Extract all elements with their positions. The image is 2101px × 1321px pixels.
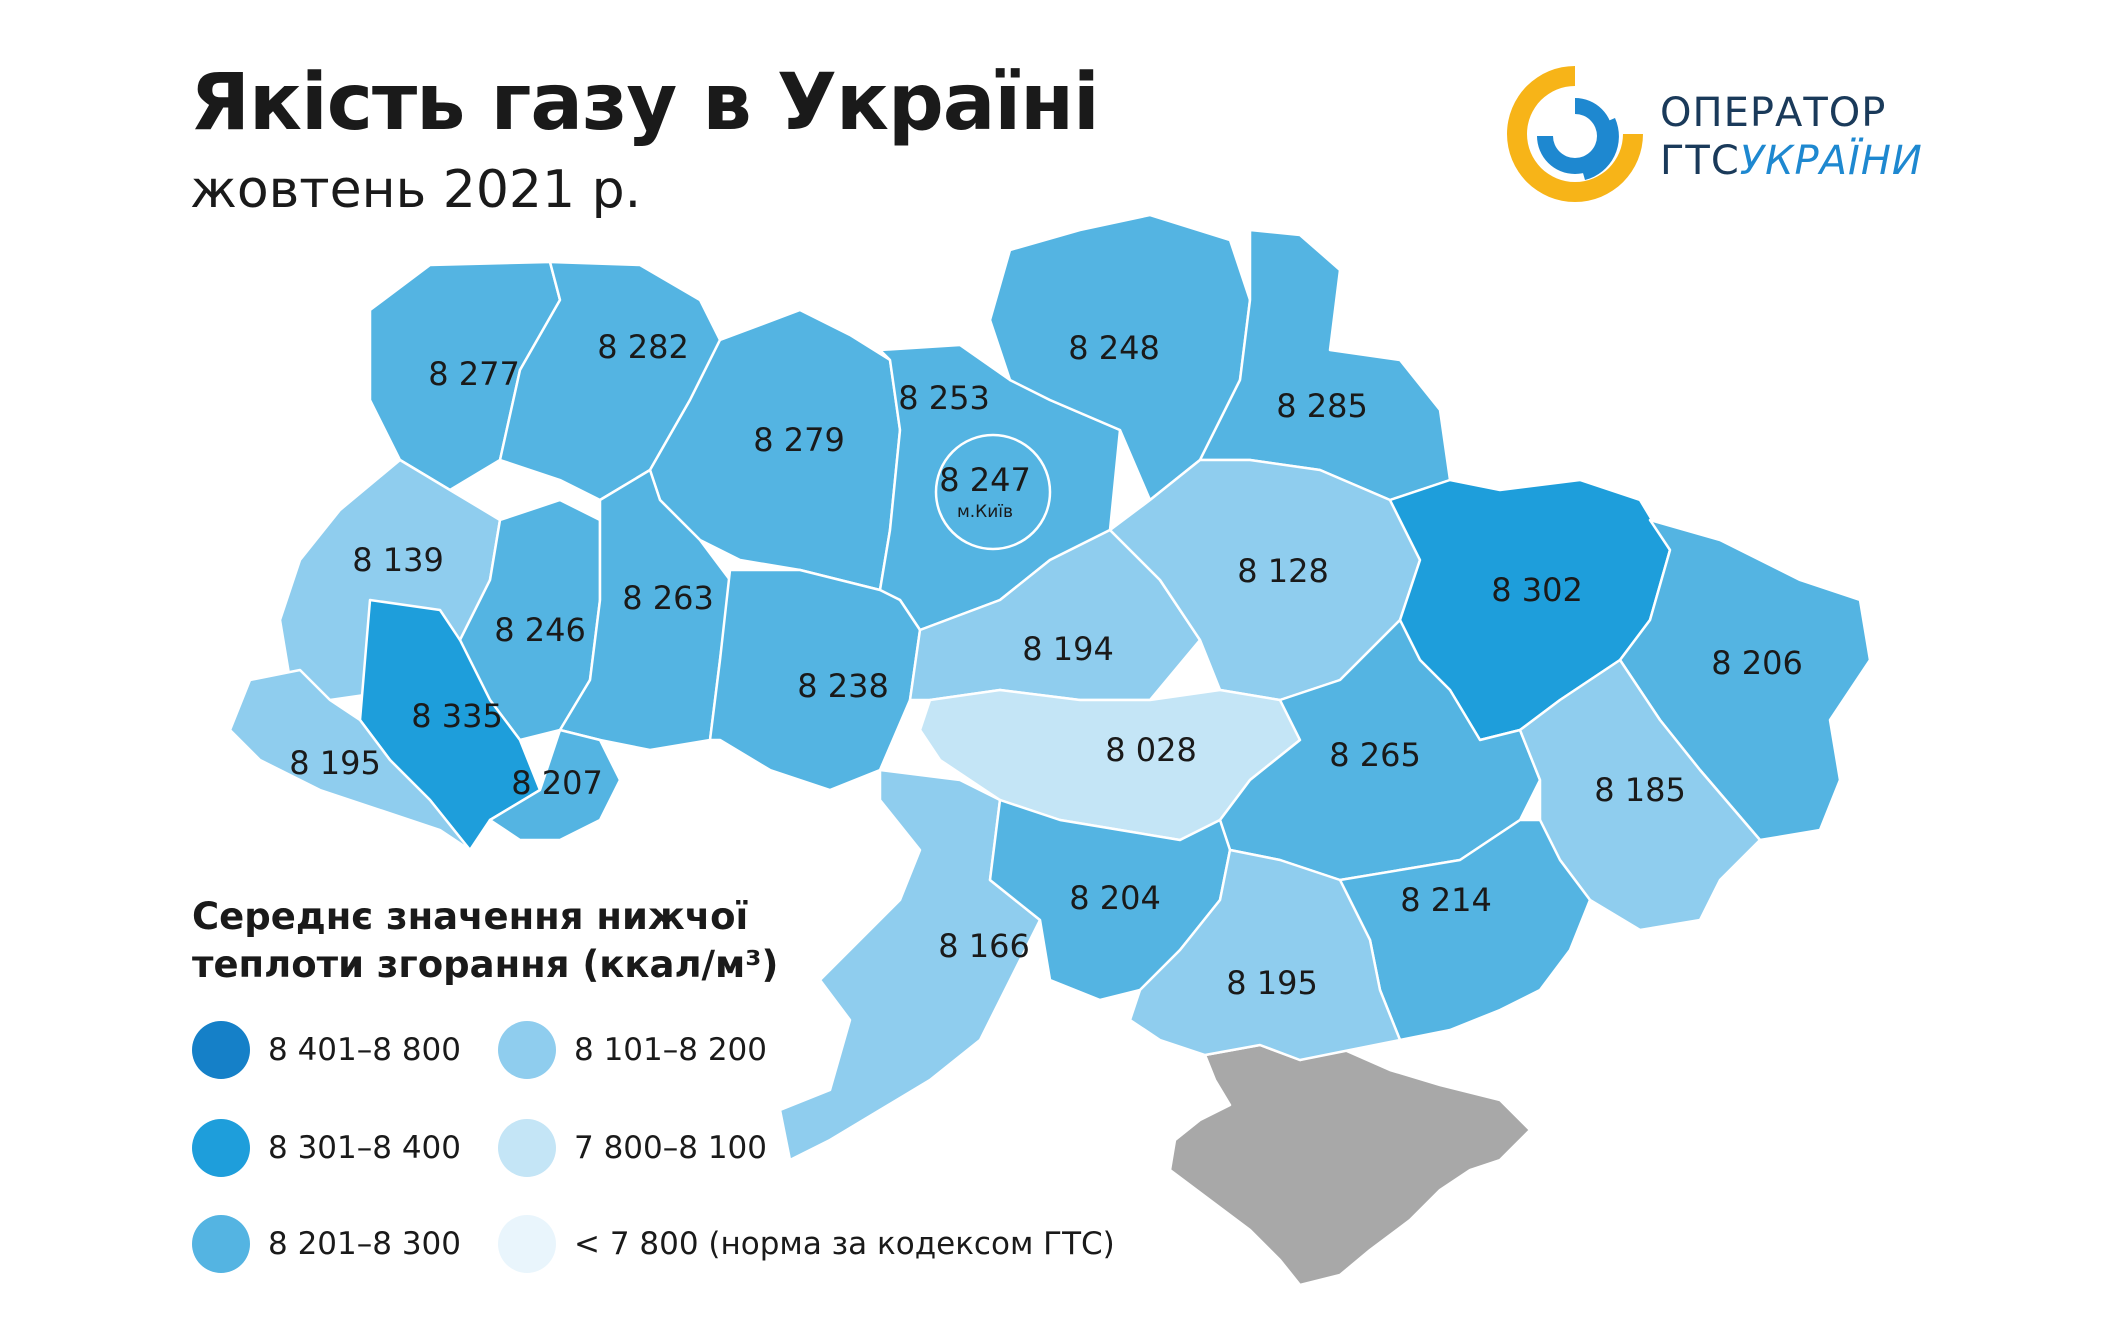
- region-value-label: 8 194: [1022, 630, 1114, 668]
- legend-label: 7 800–8 100: [574, 1130, 767, 1166]
- region-zakarpattia: [228, 668, 472, 852]
- logo: ОПЕРАТОР ГТСУКРАЇНИ: [1495, 58, 1945, 208]
- logo-line-2-b: УКРАЇНИ: [1739, 138, 1923, 184]
- region-value-label: 8 195: [289, 744, 381, 782]
- legend-item-1: 8 401–8 800: [192, 1020, 461, 1080]
- legend-swatch: [192, 1021, 250, 1079]
- kyiv-city-label: м.Київ: [957, 502, 1013, 522]
- region-value-label: 8 204: [1069, 879, 1161, 917]
- legend-title: Середнє значення нижчої теплоти згорання…: [192, 893, 778, 989]
- legend-label: < 7 800 (норма за кодексом ГТС): [574, 1226, 1115, 1262]
- region-value-label: 8 302: [1491, 571, 1583, 609]
- legend-swatch: [498, 1021, 556, 1079]
- page-subtitle: жовтень 2021 р.: [190, 160, 642, 220]
- logo-line-2: ГТСУКРАЇНИ: [1660, 138, 1923, 184]
- region-crimea: [1168, 1043, 1532, 1287]
- region-value-label: 8 207: [511, 764, 603, 802]
- region-value-label: 8 206: [1711, 644, 1803, 682]
- region-value-label: 8 195: [1226, 964, 1318, 1002]
- legend-swatch: [192, 1119, 250, 1177]
- legend-label: 8 401–8 800: [268, 1032, 461, 1068]
- region-value-label: 8 238: [797, 667, 889, 705]
- region-cherkasy: [908, 528, 1202, 702]
- legend-item-5: 7 800–8 100: [498, 1118, 767, 1178]
- region-value-label: 8 028: [1105, 731, 1197, 769]
- region-value-label: 8 282: [597, 328, 689, 366]
- region-value-label: 8 263: [622, 579, 714, 617]
- legend-label: 8 301–8 400: [268, 1130, 461, 1166]
- region-value-label: 8 185: [1594, 771, 1686, 809]
- region-value-label: 8 285: [1276, 387, 1368, 425]
- region-value-label: 8 277: [428, 355, 520, 393]
- region-value-label: 8 265: [1329, 736, 1421, 774]
- legend-label: 8 101–8 200: [574, 1032, 767, 1068]
- region-chernivtsi: [488, 728, 622, 842]
- logo-line-2-a: ГТС: [1660, 138, 1740, 184]
- legend-item-6: < 7 800 (норма за кодексом ГТС): [498, 1214, 1115, 1274]
- region-kherson: [1128, 848, 1402, 1062]
- region-donetsk: [1518, 658, 1762, 932]
- region-value-label: 8 214: [1400, 881, 1492, 919]
- kyiv-value-label: 8 247: [939, 461, 1031, 499]
- region-value-label: 8 279: [753, 421, 845, 459]
- logo-line-1: ОПЕРАТОР: [1660, 90, 1887, 136]
- region-value-label: 8 139: [352, 541, 444, 579]
- legend-title-line-2: теплоти згорання (ккал/м³): [192, 943, 779, 986]
- legend-swatch: [498, 1119, 556, 1177]
- legend-swatch: [498, 1215, 556, 1273]
- legend-item-4: 8 101–8 200: [498, 1020, 767, 1080]
- legend-swatch: [192, 1215, 250, 1273]
- kyiv-city-circle: [934, 433, 1052, 551]
- region-value-label: 8 253: [898, 379, 990, 417]
- logo-swirl-icon: [1507, 66, 1643, 202]
- legend-title-line-1: Середнє значення нижчої: [192, 895, 749, 938]
- region-value-label: 8 128: [1237, 552, 1329, 590]
- page-title: Якість газу в Україні: [190, 58, 1100, 148]
- region-value-label: 8 246: [494, 611, 586, 649]
- legend-label: 8 201–8 300: [268, 1226, 461, 1262]
- region-value-label: 8 248: [1068, 329, 1160, 367]
- region-value-label: 8 335: [411, 697, 503, 735]
- legend-item-2: 8 301–8 400: [192, 1118, 461, 1178]
- legend-item-3: 8 201–8 300: [192, 1214, 461, 1274]
- region-value-label: 8 166: [938, 927, 1030, 965]
- region-luhansk: [1618, 518, 1872, 842]
